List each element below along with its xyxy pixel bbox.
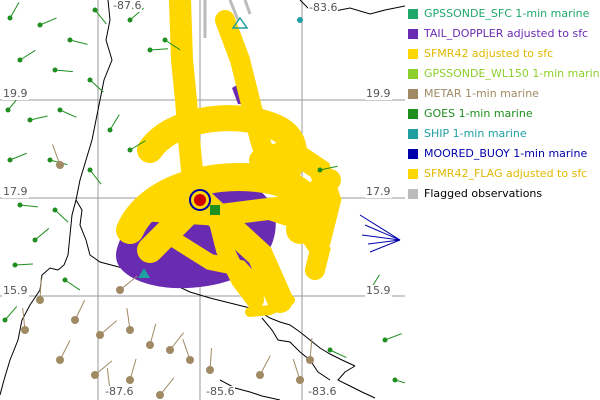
legend-item-gpssonde-sfc[interactable]: GPSSONDE_SFC 1-min marine	[408, 4, 600, 24]
sfmr-swaths	[116, 0, 342, 317]
metar-dot-barb	[126, 308, 131, 331]
goes-dot-barb	[94, 9, 107, 25]
metar-dot-barb	[259, 355, 271, 376]
goes-dot-barb	[14, 263, 34, 266]
metar-dot-barb	[129, 358, 137, 381]
legend-item-tail-doppler[interactable]: TAIL_DOPPLER adjusted to sfc	[408, 24, 600, 44]
legend-swatch	[408, 129, 418, 139]
legend-label: SHIP 1-min marine	[424, 127, 527, 140]
goes-dot-barb	[4, 306, 18, 321]
goes-dot-barb	[69, 39, 88, 45]
legend-label: METAR 1-min marine	[424, 87, 539, 100]
legend-item-gpssonde-wl150[interactable]: GPSSONDE_WL150 1-min marine	[408, 64, 600, 84]
goes-dot-barb	[39, 17, 57, 26]
metar-dot-barb	[22, 308, 26, 331]
legend-swatch	[408, 9, 418, 19]
legend-label: TAIL_DOPPLER adjusted to sfc	[424, 27, 589, 40]
flagged-observations	[203, 0, 252, 38]
legend-swatch	[408, 109, 418, 119]
legend-swatch	[408, 89, 418, 99]
storm-center-marker	[189, 189, 220, 215]
metar-dot-barb	[119, 275, 138, 291]
lon-label-top-left: -87.6	[112, 0, 143, 12]
legend-swatch	[408, 49, 418, 59]
metar-dot-barb	[209, 348, 213, 371]
legend-swatch	[408, 69, 418, 79]
lat-label-right-upper: 19.9	[365, 87, 392, 100]
goes-dot-barb	[149, 48, 168, 51]
legend-label: GOES 1-min marine	[424, 107, 533, 120]
legend-label: GPSSONDE_WL150 1-min marine	[424, 67, 600, 80]
legend-item-moored-buoy[interactable]: MOORED_BUOY 1-min marine	[408, 144, 600, 164]
legend-item-metar[interactable]: METAR 1-min marine	[408, 84, 600, 104]
lon-label-bottom-left: -87.6	[104, 385, 135, 398]
metar-dot-barb	[52, 144, 61, 166]
lat-label-right-mid: 17.9	[365, 185, 392, 198]
legend-label: MOORED_BUOY 1-min marine	[424, 147, 588, 160]
legend: GPSSONDE_SFC 1-min marine TAIL_DOPPLER a…	[408, 4, 600, 204]
goes-dot-barb	[54, 69, 73, 73]
lat-label-left-mid: 17.9	[2, 185, 29, 198]
legend-item-flagged[interactable]: Flagged observations	[408, 184, 600, 204]
goes-dot-barb	[29, 115, 48, 121]
metar-dot-barb	[39, 278, 42, 301]
goes-dot-barb	[64, 279, 81, 291]
goes-dot-barb	[19, 50, 36, 61]
ship-stations	[138, 16, 303, 278]
metar-dot-barb	[292, 358, 301, 381]
metar-dot-barb	[169, 332, 184, 351]
lon-label-top-right: -83.6	[308, 1, 339, 14]
legend-label: SFMR42 adjusted to sfc	[424, 47, 554, 60]
metar-dot-barb	[99, 320, 117, 336]
lon-label-bottom-right: -83.6	[307, 385, 338, 398]
metar-dot-barb	[59, 340, 71, 361]
legend-label: SFMR42_FLAG adjusted to sfc	[424, 167, 588, 180]
legend-label: Flagged observations	[424, 187, 543, 200]
goes-dot-barb	[394, 379, 405, 384]
lat-label-left-lower: 15.9	[2, 284, 29, 297]
goes-dot-barb	[329, 349, 347, 359]
metar-dot-barb	[309, 338, 313, 361]
goes-dot-barb	[59, 109, 77, 118]
legend-swatch	[408, 149, 418, 159]
lon-label-bottom-mid: -85.6	[205, 385, 236, 398]
goes-dot-barb	[19, 204, 38, 208]
metar-dot-barb	[159, 377, 175, 396]
wind-observation-map[interactable]: -87.6 -83.6 19.9 19.9 17.9 17.9 15.9 15.…	[0, 0, 405, 400]
goes-dot-barb	[34, 228, 50, 241]
legend-item-sfmr42-flag[interactable]: SFMR42_FLAG adjusted to sfc	[408, 164, 600, 184]
goes-dot-barb	[129, 140, 146, 151]
goes-dot-barb	[9, 152, 27, 161]
goes-dot-barb	[89, 169, 102, 185]
moored-buoy-barbs	[359, 214, 401, 253]
legend-swatch	[408, 29, 418, 39]
goes-dot-barb	[164, 39, 181, 51]
goes-dot-barb	[384, 333, 402, 341]
legend-label: GPSSONDE_SFC 1-min marine	[424, 7, 590, 20]
legend-item-ship[interactable]: SHIP 1-min marine	[408, 124, 600, 144]
legend-swatch	[408, 169, 418, 179]
metar-dot-barb	[149, 323, 157, 346]
goes-dot-barb	[54, 209, 69, 223]
map-canvas	[0, 0, 405, 400]
legend-swatch	[408, 189, 418, 199]
metar-dot-barb	[182, 339, 191, 361]
goes-dot-barb	[9, 2, 20, 19]
goes-dot-barb	[109, 114, 120, 131]
metar-dot-barb	[74, 300, 86, 321]
goes-stations	[2, 2, 405, 384]
lat-label-left-upper: 19.9	[2, 87, 29, 100]
legend-item-goes[interactable]: GOES 1-min marine	[408, 104, 600, 124]
metar-stations	[21, 144, 314, 399]
lat-label-right-lower: 15.9	[365, 284, 392, 297]
goes-dot-barb	[319, 165, 338, 171]
goes-dot-barb	[89, 79, 104, 93]
legend-item-sfmr42[interactable]: SFMR42 adjusted to sfc	[408, 44, 600, 64]
metar-dot-barb	[94, 360, 113, 376]
